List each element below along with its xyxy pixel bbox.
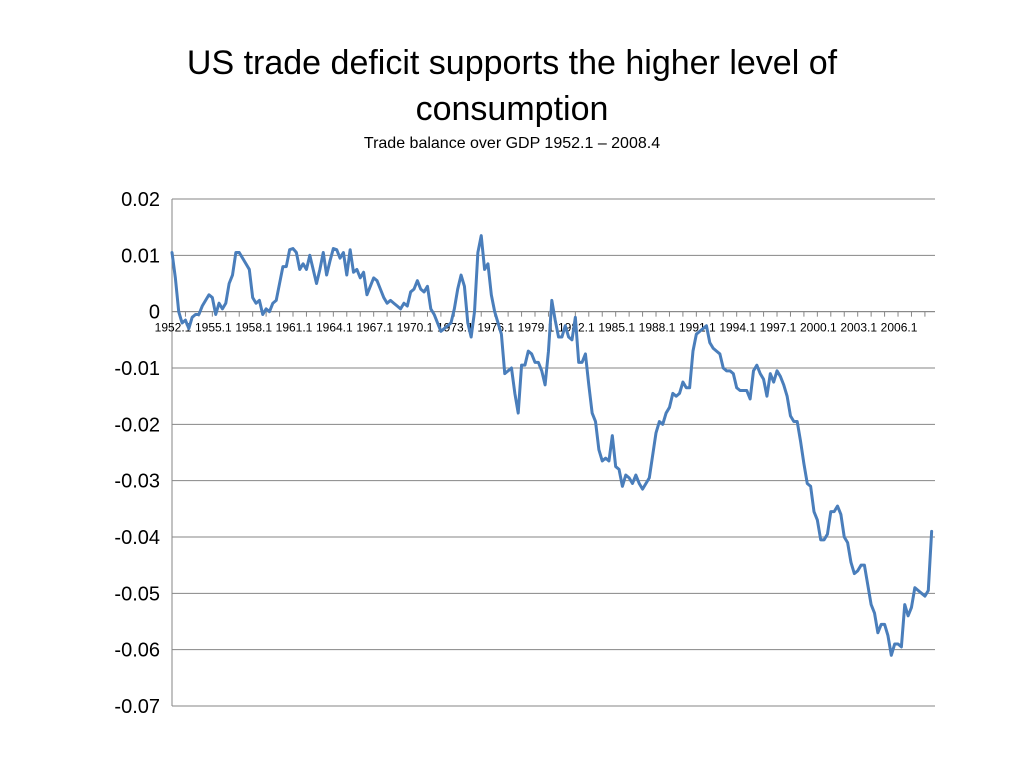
- y-tick-label: -0.05: [114, 583, 160, 605]
- y-tick-label: 0.01: [121, 245, 160, 267]
- slide-subtitle: Trade balance over GDP 1952.1 – 2008.4: [363, 135, 661, 152]
- slide-title: US trade deficit supports the higher lev…: [186, 44, 838, 128]
- y-tick-label: -0.07: [114, 696, 160, 718]
- x-tick-label: 1997.1: [760, 321, 797, 335]
- x-tick-label: 1958.1: [235, 321, 272, 335]
- x-tick-label: 2003.1: [840, 321, 877, 335]
- x-tick-label: 1964.1: [316, 321, 353, 335]
- y-tick-label: -0.06: [114, 640, 160, 662]
- x-tick-label: 1961.1: [276, 321, 313, 335]
- y-tick-label: -0.03: [114, 471, 160, 493]
- x-tick-label: 1973.1: [437, 321, 474, 335]
- x-tick-label: 1955.1: [195, 321, 232, 335]
- x-tick-label: 1988.1: [639, 321, 676, 335]
- y-tick-label: -0.01: [114, 358, 160, 380]
- x-tick-label: 1970.1: [397, 321, 434, 335]
- series-line: [170, 234, 934, 657]
- y-tick-label: 0.02: [121, 189, 160, 211]
- x-tick-label: 1994.1: [719, 321, 756, 335]
- y-tick-label: -0.02: [114, 414, 160, 436]
- x-tick-label: 1967.1: [356, 321, 393, 335]
- x-tick-label: 1979.1: [518, 321, 555, 335]
- x-tick-label: 1985.1: [598, 321, 635, 335]
- x-tick-label: 2000.1: [800, 321, 837, 335]
- x-tick-label: 1976.1: [477, 321, 514, 335]
- y-tick-label: 0: [149, 302, 160, 324]
- y-tick-label: -0.04: [114, 527, 160, 549]
- x-tick-label: 2006.1: [881, 321, 918, 335]
